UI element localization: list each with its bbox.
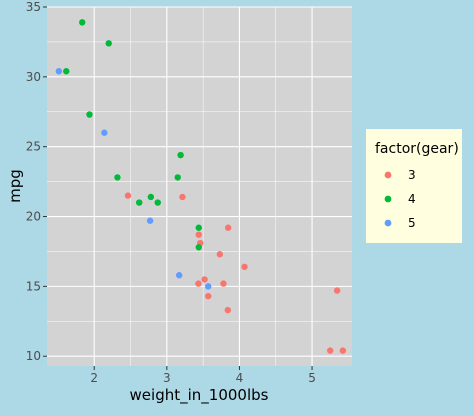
y-tick-label: 25 (26, 140, 41, 154)
data-point-gear-4 (114, 174, 121, 181)
data-point-gear-4 (154, 199, 161, 206)
data-point-gear-4 (79, 19, 86, 26)
legend-entries: 3 4 5 (384, 168, 416, 230)
data-point-gear-5 (101, 129, 108, 136)
data-point-gear-5 (146, 217, 154, 224)
data-point-gear-3 (201, 276, 208, 283)
data-point-gear-3 (333, 287, 341, 294)
x-axis-label: weight_in_1000lbs (130, 386, 269, 405)
legend-box (366, 129, 462, 243)
y-tick-label: 10 (26, 349, 41, 363)
legend-label-3: 3 (408, 168, 416, 182)
legend-title: factor(gear) (375, 141, 459, 157)
data-point-gear-5 (205, 283, 212, 290)
data-point-gear-4 (195, 244, 202, 251)
y-tick-label: 20 (26, 210, 41, 224)
data-point-gear-3 (195, 280, 202, 287)
data-point-gear-3 (339, 347, 347, 354)
data-point-gear-4 (195, 224, 202, 231)
data-point-gear-4 (105, 40, 112, 47)
data-point-gear-5 (55, 68, 63, 75)
data-point-gear-3 (179, 193, 186, 201)
data-point-gear-3 (124, 192, 132, 199)
x-tick-label: 3 (163, 371, 171, 385)
y-axis-label: mpg (6, 169, 24, 203)
legend-key-5 (384, 219, 392, 227)
data-point-gear-5 (175, 272, 183, 279)
data-point-gear-3 (195, 231, 202, 238)
legend-key-4 (384, 195, 392, 203)
x-tick-label: 4 (236, 371, 244, 385)
y-tick-label: 15 (26, 279, 41, 293)
data-point-gear-3 (327, 347, 334, 354)
legend-label-4: 4 (408, 192, 416, 206)
points-layer (55, 19, 347, 354)
plot-panel (47, 7, 352, 366)
legend-key-3 (384, 171, 392, 179)
y-tick-label: 30 (26, 70, 41, 84)
x-tick-label: 5 (308, 371, 316, 385)
data-point-gear-3 (224, 306, 232, 314)
data-point-gear-4 (63, 68, 70, 75)
legend: factor(gear) 3 4 5 (366, 129, 462, 243)
data-point-gear-3 (216, 251, 224, 258)
x-tick-label: 2 (90, 371, 98, 385)
y-tick-label: 35 (26, 0, 41, 14)
data-point-gear-3 (224, 224, 232, 231)
data-point-gear-4 (136, 199, 143, 206)
ticks-layer: 2 3 4 5 10 15 20 25 30 35 (26, 0, 316, 385)
data-point-gear-3 (205, 292, 212, 300)
data-point-gear-4 (177, 151, 184, 159)
data-point-gear-3 (241, 263, 248, 271)
data-point-gear-4 (147, 193, 155, 201)
data-point-gear-4 (174, 174, 181, 181)
data-point-gear-3 (220, 280, 227, 287)
legend-label-5: 5 (408, 216, 416, 230)
data-point-gear-4 (86, 111, 93, 118)
